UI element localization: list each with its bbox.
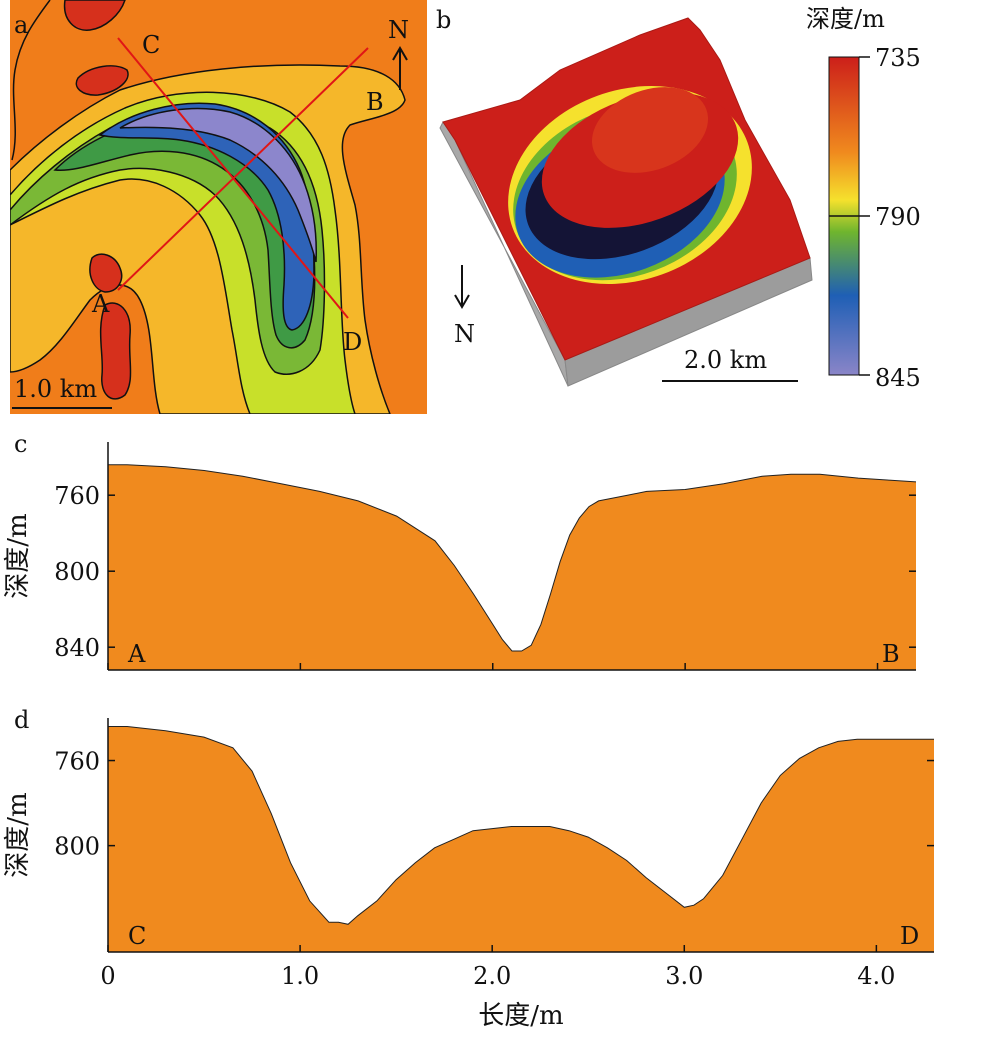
y-tick-label: 800 xyxy=(54,558,100,586)
colorbar-label-735: 735 xyxy=(875,44,921,72)
red-patch-left xyxy=(89,253,123,293)
red-patch-upper xyxy=(75,65,129,96)
panel-a-map xyxy=(10,0,427,414)
y-tick-label: 760 xyxy=(54,748,100,776)
north-label-b: N xyxy=(454,320,475,348)
x-axis-title: 长度/m xyxy=(478,1001,563,1031)
panel-c-letter: c xyxy=(14,430,27,458)
profile-line-cd xyxy=(117,37,349,319)
y-tick-label: 840 xyxy=(54,634,100,662)
panel-b-block xyxy=(439,17,813,387)
profile-end-label: B xyxy=(882,640,900,668)
red-patch-top xyxy=(63,0,126,31)
point-label-c: C xyxy=(142,31,160,59)
scale-bar-a-label: 1.0 km xyxy=(14,375,97,403)
x-tick-label: 0 xyxy=(100,962,115,990)
y-tick-label: 800 xyxy=(54,833,100,861)
colorbar-label-790: 790 xyxy=(875,203,921,231)
north-arrow-icon xyxy=(392,46,408,90)
profile-start-label: A xyxy=(127,640,146,668)
x-tick-label: 4.0 xyxy=(857,962,895,990)
panel-d-letter: d xyxy=(14,706,29,734)
profile-surface-line xyxy=(108,726,934,925)
contour-left-boundary xyxy=(11,0,51,161)
scale-bar-b-label: 2.0 km xyxy=(684,346,767,374)
profile-start-label: C xyxy=(128,922,146,950)
profile-area xyxy=(108,726,934,952)
profile-surface-line xyxy=(108,464,917,652)
panel-b-letter: b xyxy=(436,6,451,34)
x-tick-label: 1.0 xyxy=(281,962,319,990)
profile-chart-ab: 760 800 840 深度/m A B xyxy=(3,442,917,671)
colorbar-title: 深度/m xyxy=(806,5,885,33)
y-axis-title: 深度/m xyxy=(3,792,33,877)
y-axis-title: 深度/m xyxy=(3,513,33,598)
profile-end-label: D xyxy=(900,922,919,950)
point-label-a: A xyxy=(91,290,110,318)
profile-chart-cd: 760 800 0 1.0 2.0 3.0 4.0 深度/m 长度/m C D xyxy=(3,718,934,1031)
panel-a-letter: a xyxy=(14,11,28,39)
profile-area xyxy=(108,464,916,670)
depression-center-highlight xyxy=(591,87,709,173)
colorbar-label-845: 845 xyxy=(875,364,921,392)
red-patch-bottom xyxy=(99,302,132,400)
point-label-b: B xyxy=(366,88,384,116)
profile-line-ab xyxy=(117,47,369,291)
y-tick-label: 760 xyxy=(54,482,100,510)
x-tick-label: 3.0 xyxy=(665,962,703,990)
x-tick-label: 2.0 xyxy=(473,962,511,990)
north-arrow-b-icon xyxy=(454,265,470,309)
point-label-d: D xyxy=(343,328,362,356)
north-label-a: N xyxy=(388,16,409,44)
